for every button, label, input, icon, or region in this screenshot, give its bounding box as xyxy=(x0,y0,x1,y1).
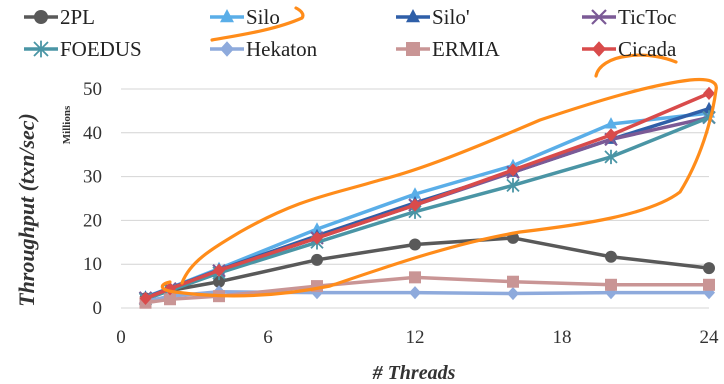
data-point xyxy=(213,263,225,277)
legend-marker xyxy=(592,41,606,57)
data-point xyxy=(164,293,176,306)
data-point xyxy=(409,286,421,300)
annotation-stroke xyxy=(210,6,305,42)
annotation-stroke xyxy=(594,53,678,78)
data-point xyxy=(605,128,617,142)
data-point xyxy=(139,291,152,305)
legend-marker xyxy=(33,40,49,58)
legend-item: Silo xyxy=(210,5,280,29)
data-point xyxy=(311,286,323,300)
data-point xyxy=(213,275,225,288)
legend-item: Silo' xyxy=(396,5,470,29)
axis-ticks: 0 10 20 30 40 50 0 6 12 18 24 xyxy=(83,79,719,348)
x-tick-label: 0 xyxy=(116,327,126,348)
series-line xyxy=(144,91,710,300)
y-tick-label: 20 xyxy=(83,210,102,231)
legend-marker xyxy=(34,10,48,24)
x-tick-label: 18 xyxy=(553,327,572,348)
data-point xyxy=(311,253,323,266)
data-point xyxy=(409,271,421,284)
data-point xyxy=(164,282,176,296)
y-axis-label: Throughput (txn/sec) xyxy=(14,113,39,307)
data-point xyxy=(506,178,520,193)
data-point xyxy=(507,286,519,301)
legend-marker xyxy=(406,8,420,23)
x-tick-label: 6 xyxy=(263,327,273,348)
legend-label: Cicada xyxy=(618,37,677,61)
legend-label: Silo' xyxy=(432,5,470,29)
data-point xyxy=(605,278,617,291)
legend-item: ERMIA xyxy=(396,37,501,61)
legend-label: FOEDUS xyxy=(60,37,142,61)
series-ermia xyxy=(139,271,715,309)
y-tick-label: 50 xyxy=(83,79,102,100)
data-point xyxy=(409,238,421,251)
data-point xyxy=(703,262,715,275)
data-point xyxy=(605,286,617,300)
series-line xyxy=(145,290,709,304)
hand-drawn-annotations xyxy=(160,6,718,298)
series-line xyxy=(145,275,709,305)
legend-item: Cicada xyxy=(582,37,677,61)
legend-label: ERMIA xyxy=(432,37,501,61)
data-point xyxy=(703,278,715,291)
x-tick-label: 24 xyxy=(700,327,720,348)
data-point xyxy=(311,222,323,234)
x-axis-label: # Threads xyxy=(372,362,456,384)
data-point xyxy=(703,86,715,100)
legend: 2PL Silo Silo' TicToc FOEDUS Hekaton ERMIA Cica… xyxy=(24,5,677,61)
legend-label: TicToc xyxy=(618,5,676,29)
legend-item: TicToc xyxy=(582,5,676,29)
data-point xyxy=(604,149,618,165)
y-tick-label: 40 xyxy=(83,123,102,144)
series-line xyxy=(144,115,710,301)
legend-marker xyxy=(406,42,420,56)
legend-label: 2PL xyxy=(60,5,95,29)
legend-marker xyxy=(220,8,234,23)
data-point xyxy=(605,250,617,263)
x-tick-label: 12 xyxy=(406,327,425,348)
data-point xyxy=(703,286,715,300)
legend-item: FOEDUS xyxy=(24,37,142,61)
y-axis-units: Millions xyxy=(61,105,73,144)
series-cicada xyxy=(139,86,715,305)
annotation-stroke xyxy=(160,77,718,298)
data-point xyxy=(409,198,421,212)
series-layer xyxy=(138,86,716,309)
data-point xyxy=(605,117,617,129)
legend-label: Silo xyxy=(246,5,280,29)
legend-label: Hekaton xyxy=(246,37,318,61)
data-point xyxy=(507,163,519,177)
data-point xyxy=(311,231,323,245)
y-tick-label: 10 xyxy=(83,254,102,275)
data-point xyxy=(507,275,519,288)
data-point xyxy=(409,187,421,199)
y-tick-label: 30 xyxy=(83,167,102,188)
legend-item: Hekaton xyxy=(210,37,318,61)
legend-item: 2PL xyxy=(24,5,95,29)
legend-marker xyxy=(220,41,234,57)
y-tick-label: 0 xyxy=(93,298,103,319)
legend-marker xyxy=(591,9,607,25)
